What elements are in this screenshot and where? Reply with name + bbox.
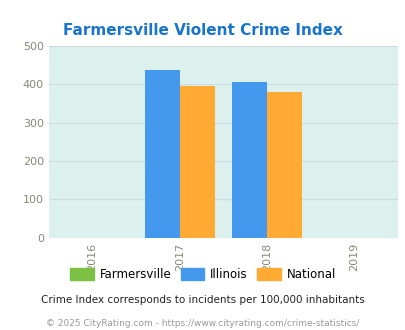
Bar (266, 92, 301, 238)
Text: Farmersville Violent Crime Index: Farmersville Violent Crime Index (63, 23, 342, 38)
Bar (179, 86, 214, 238)
Legend: Farmersville, Illinois, National: Farmersville, Illinois, National (65, 263, 340, 286)
Text: Crime Index corresponds to incidents per 100,000 inhabitants: Crime Index corresponds to incidents per… (41, 295, 364, 305)
Bar (231, 82, 266, 238)
Bar (144, 70, 179, 238)
Text: © 2025 CityRating.com - https://www.cityrating.com/crime-statistics/: © 2025 CityRating.com - https://www.city… (46, 319, 359, 328)
